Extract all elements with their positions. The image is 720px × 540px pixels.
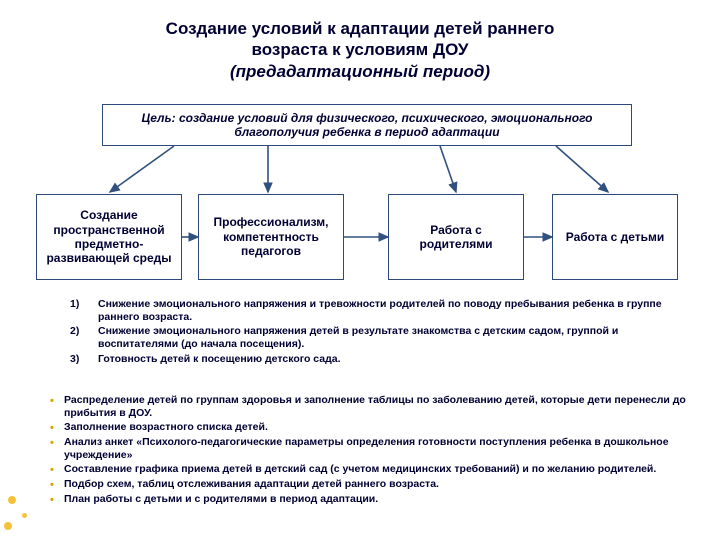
objective-item: 3)Готовность детей к посещению детского … [70,353,670,366]
objective-text: Снижение эмоционального напряжения детей… [98,325,670,351]
branch-teachers-label: Профессионализм, компетентность педагого… [205,215,337,258]
goal-text: Цель: создание условий для физического, … [109,111,625,140]
decor-dot [22,513,27,518]
arrow [110,146,174,192]
action-item: •Анализ анкет «Психолого-педагогические … [50,436,690,462]
objective-item: 2)Снижение эмоционального напряжения дет… [70,325,670,351]
action-text: Распределение детей по группам здоровья … [64,394,690,420]
arrow [440,146,456,192]
bullet-icon: • [50,464,64,478]
decor-dot [8,496,16,504]
branch-children: Работа с детьми [552,194,678,280]
action-text: Составление графика приема детей в детск… [64,463,690,476]
goal-prefix: Цель: [141,111,179,125]
bullet-icon: • [50,437,64,451]
objective-text: Снижение эмоционального напряжения и тре… [98,298,670,324]
objective-text: Готовность детей к посещению детского са… [98,353,670,366]
action-text: Анализ анкет «Психолого-педагогические п… [64,436,690,462]
branch-environment: Создание пространственной предметно-разв… [36,194,182,280]
objective-number: 1) [70,298,98,324]
objective-number: 3) [70,353,98,366]
action-item: •Распределение детей по группам здоровья… [50,394,690,420]
objective-number: 2) [70,325,98,351]
branch-children-label: Работа с детьми [566,230,665,244]
bullet-icon: • [50,494,64,508]
branch-environment-label: Создание пространственной предметно-разв… [43,208,175,266]
numbered-objectives: 1)Снижение эмоционального напряжения и т… [70,298,670,367]
action-item: •Подбор схем, таблиц отслеживания адапта… [50,478,690,492]
branch-teachers: Профессионализм, компетентность педагого… [198,194,344,280]
action-text: Заполнение возрастного списка детей. [64,421,690,434]
title-line2: возраста к условиям ДОУ [252,40,469,59]
slide-title: Создание условий к адаптации детей ранне… [0,18,720,82]
goal-body: создание условий для физического, психич… [179,111,593,139]
action-item: •Составление графика приема детей в детс… [50,463,690,477]
branch-parents-label: Работа с родителями [395,223,517,252]
arrow [556,146,608,192]
action-item: •Заполнение возрастного списка детей. [50,421,690,435]
branch-parents: Работа с родителями [388,194,524,280]
action-text: Подбор схем, таблиц отслеживания адаптац… [64,478,690,491]
title-line3: (предадаптационный период) [230,62,490,81]
title-line1: Создание условий к адаптации детей ранне… [166,19,555,38]
bullet-icon: • [50,395,64,409]
goal-box: Цель: создание условий для физического, … [102,104,632,146]
action-text: План работы с детьми и с родителями в пе… [64,493,690,506]
bullet-icon: • [50,422,64,436]
bullet-actions: •Распределение детей по группам здоровья… [50,394,690,508]
decor-dot [4,522,12,530]
action-item: •План работы с детьми и с родителями в п… [50,493,690,507]
objective-item: 1)Снижение эмоционального напряжения и т… [70,298,670,324]
bullet-icon: • [50,479,64,493]
